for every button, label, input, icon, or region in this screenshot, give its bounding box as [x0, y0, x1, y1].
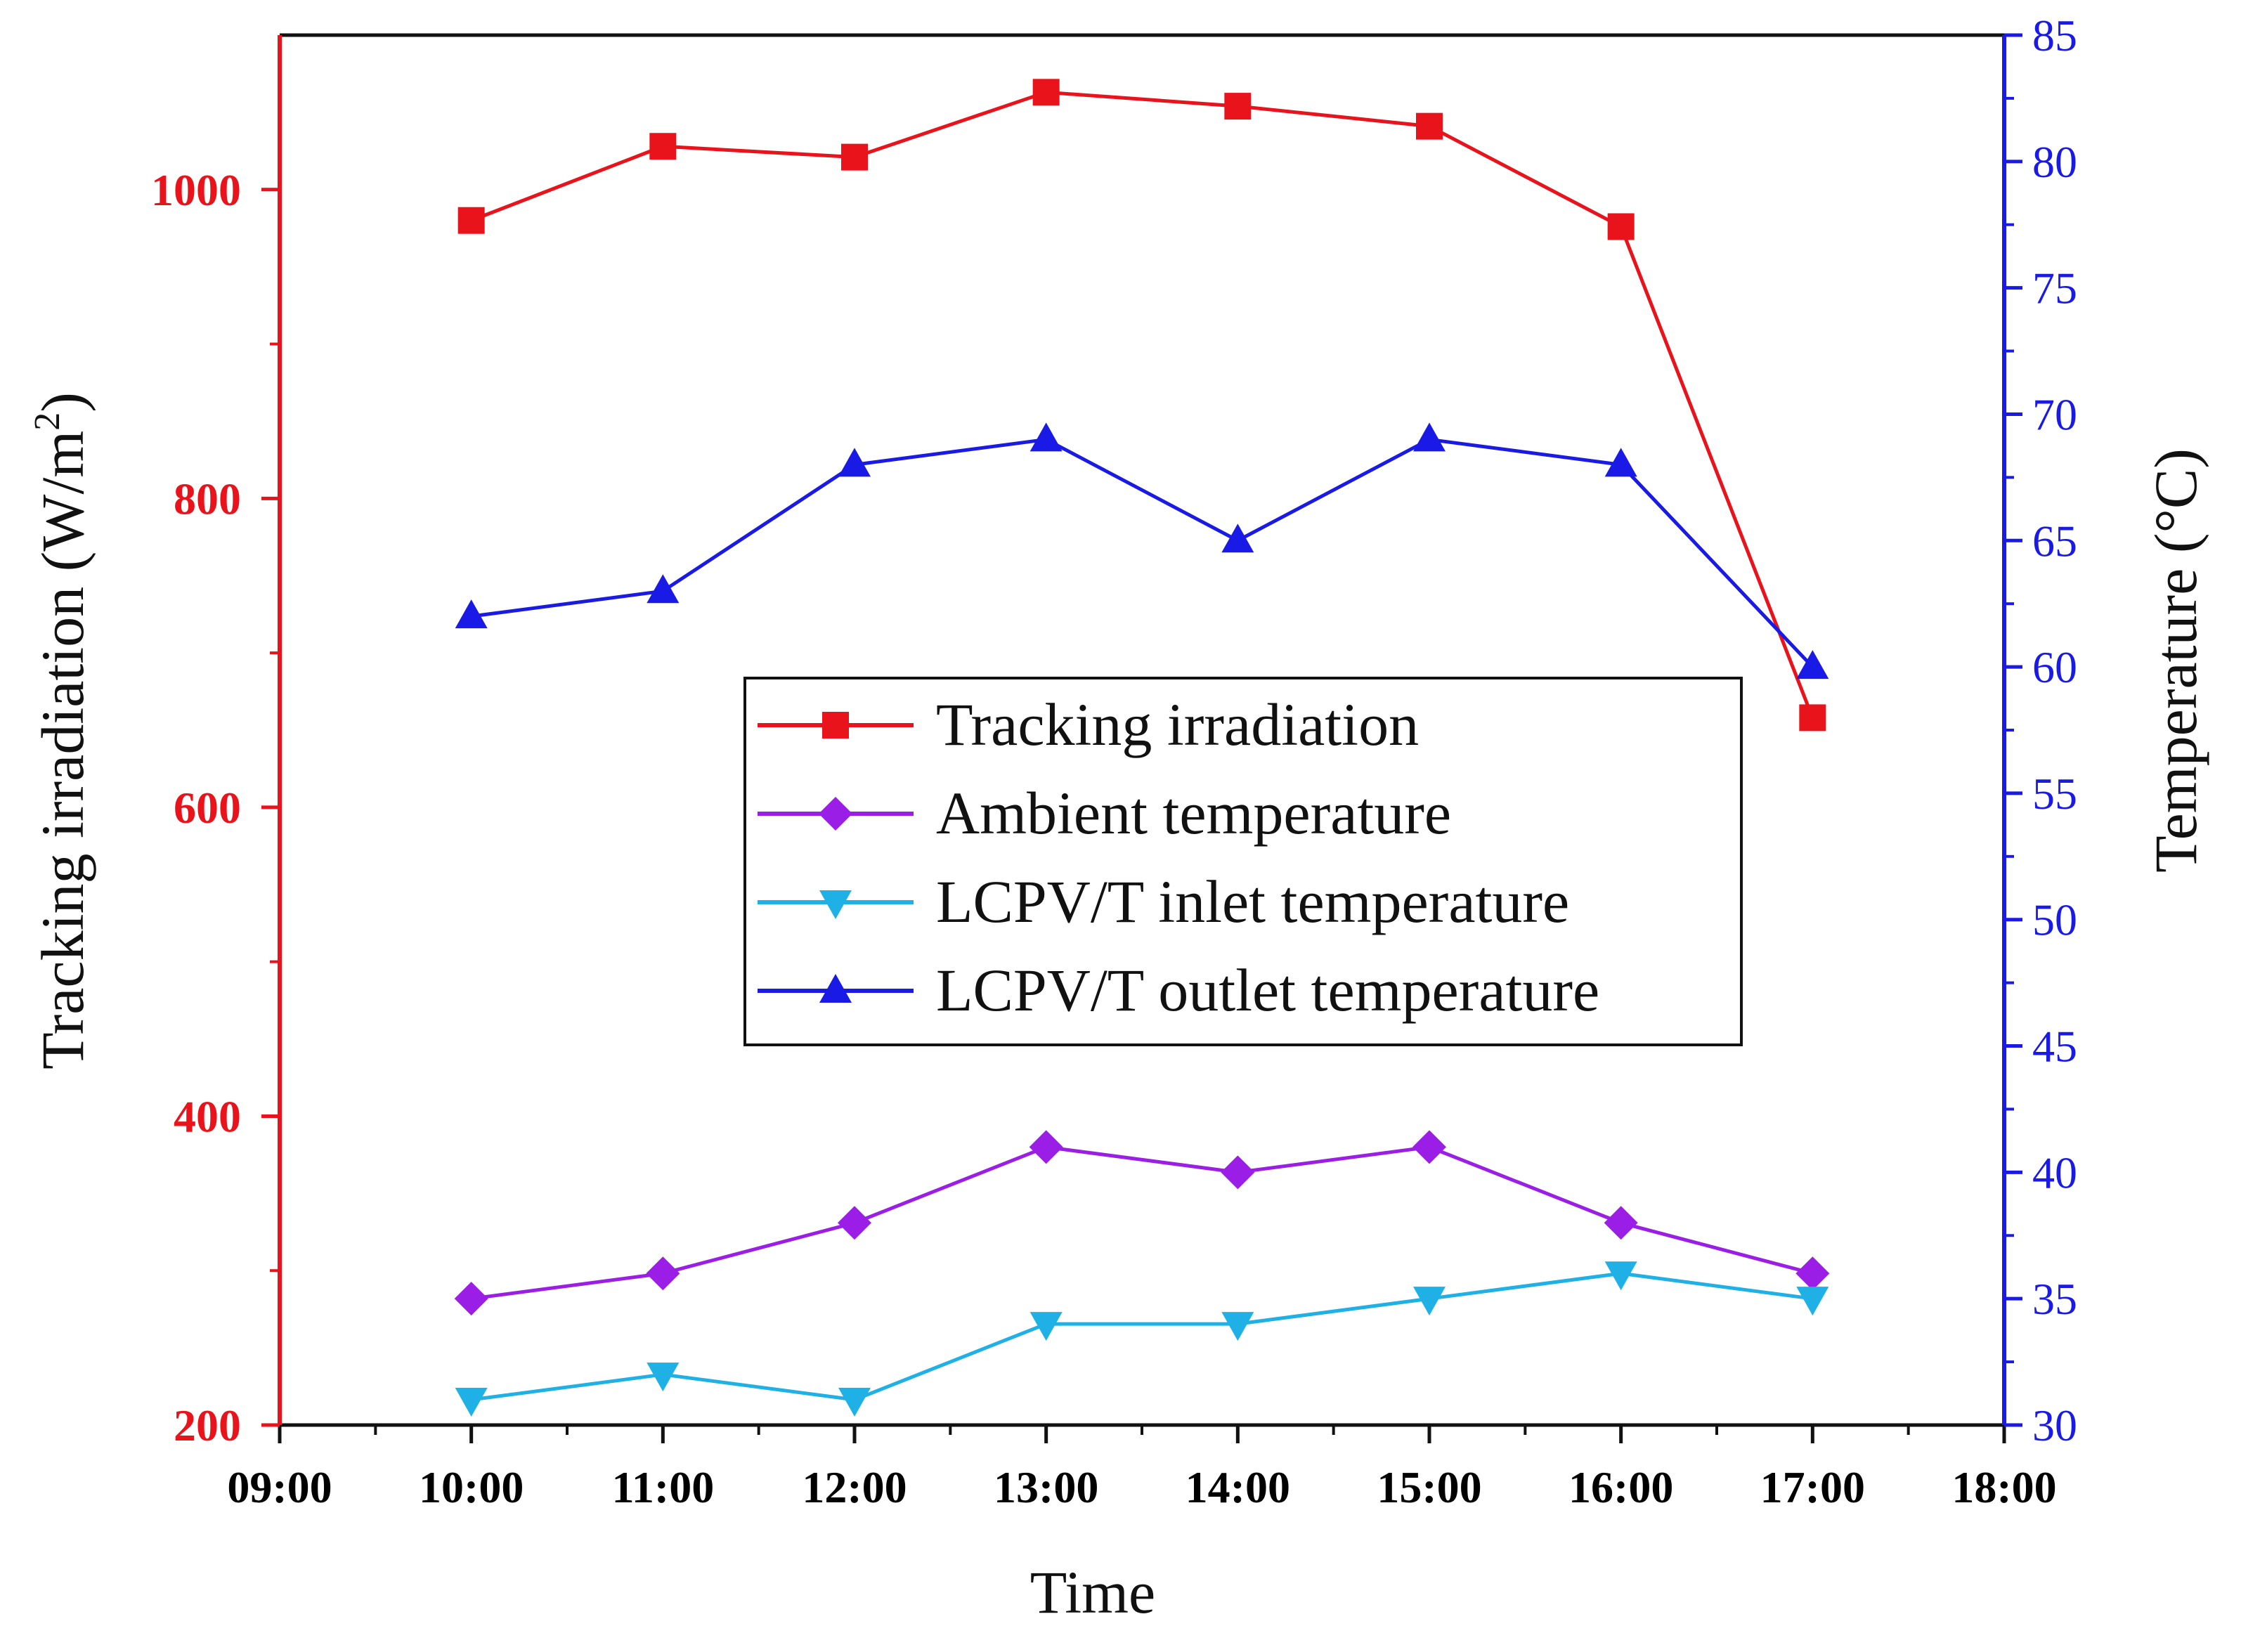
data-point-ambient-temperature: [454, 1282, 488, 1316]
data-point-lcpv-t-outlet-temperature: [1796, 650, 1829, 679]
data-point-lcpv-t-outlet-temperature: [838, 448, 871, 477]
right-y-axis: 30 35 40 45 50 55 60 65 70 75 80 85: [2004, 11, 2077, 1450]
legend-label: LCPV/T inlet temperature: [936, 868, 1569, 935]
data-point-lcpv-t-inlet-temperature: [1796, 1287, 1829, 1316]
series-line-ambient-temperature: [471, 1145, 1813, 1301]
legend: Tracking irradiation Ambient temperature L…: [743, 677, 1743, 1046]
x-axis-title: Time: [1030, 1559, 1155, 1626]
y-left-tick-label: 200: [174, 1400, 241, 1450]
data-point-ambient-temperature: [838, 1206, 871, 1240]
x-tick-label: 11:00: [611, 1462, 714, 1512]
data-point-lcpv-t-inlet-temperature: [838, 1388, 871, 1417]
data-point-lcpv-t-outlet-temperature: [1029, 422, 1063, 452]
left-y-axis-title-base: Tracking irradiation (W/m: [29, 431, 96, 1069]
y-right-tick-label: 40: [2032, 1147, 2077, 1197]
y-right-tick-label: 70: [2032, 389, 2077, 439]
data-point-lcpv-t-outlet-temperature: [455, 599, 488, 629]
data-point-tracking-irradiation: [1224, 93, 1252, 120]
x-axis: 09:00 10:00 11:00 12:00 13:00 14:00 15:00 16:00…: [227, 1425, 2057, 1512]
legend-label: LCPV/T outlet temperature: [936, 956, 1599, 1024]
x-tick-label: 18:00: [1951, 1462, 2056, 1512]
series-line-tracking-irradiation: [470, 90, 1814, 719]
data-point-tracking-irradiation: [1607, 213, 1635, 240]
data-point-tracking-irradiation: [841, 143, 868, 171]
left-y-axis-title-close: ): [29, 392, 96, 412]
legend-swatch-marker: [819, 797, 852, 831]
data-point-lcpv-t-inlet-temperature: [647, 1362, 680, 1392]
legend-swatch-marker: [822, 712, 849, 739]
x-tick-label: 15:00: [1377, 1462, 1481, 1512]
y-right-tick-label: 75: [2032, 264, 2077, 313]
data-point-ambient-temperature: [1412, 1130, 1446, 1164]
data-point-lcpv-t-outlet-temperature: [1221, 523, 1254, 553]
right-y-axis-title: Temperature (°C): [2142, 448, 2209, 873]
y-right-tick-label: 45: [2032, 1022, 2077, 1072]
x-tick-label: 10:00: [419, 1462, 524, 1512]
data-point-ambient-temperature: [1029, 1130, 1063, 1164]
series-layer: [454, 79, 1830, 1417]
legend-swatch-marker: [819, 974, 852, 1003]
data-point-tracking-irradiation: [1416, 112, 1443, 140]
x-tick-label: 09:00: [227, 1462, 332, 1512]
y-right-tick-label: 50: [2032, 895, 2077, 945]
x-tick-label: 12:00: [802, 1462, 907, 1512]
x-tick-label: 13:00: [994, 1462, 1098, 1512]
left-y-axis-title: Tracking irradiation (W/m2): [27, 392, 96, 1069]
y-right-tick-label: 55: [2032, 769, 2077, 819]
data-point-ambient-temperature: [1795, 1256, 1830, 1291]
data-point-lcpv-t-inlet-temperature: [1029, 1312, 1063, 1341]
y-right-tick-label: 30: [2032, 1400, 2077, 1450]
x-tick-label: 16:00: [1568, 1462, 1673, 1512]
y-right-tick-label: 35: [2032, 1274, 2077, 1324]
data-point-lcpv-t-inlet-temperature: [1604, 1261, 1637, 1291]
x-tick-label: 17:00: [1760, 1462, 1865, 1512]
legend-label: Tracking irradiation: [936, 691, 1419, 758]
data-point-tracking-irradiation: [649, 133, 677, 160]
data-point-lcpv-t-outlet-temperature: [1604, 448, 1637, 477]
y-left-tick-label: 800: [174, 474, 241, 523]
data-point-ambient-temperature: [1221, 1155, 1255, 1190]
series-line-lcpv-t-inlet-temperature: [471, 1271, 1813, 1402]
y-left-tick-label: 600: [174, 783, 241, 833]
data-point-lcpv-t-inlet-temperature: [1413, 1287, 1446, 1316]
y-left-tick-label: 400: [174, 1091, 241, 1141]
data-point-lcpv-t-outlet-temperature: [1413, 422, 1446, 452]
data-point-tracking-irradiation: [1032, 79, 1060, 106]
data-point-ambient-temperature: [1604, 1206, 1638, 1240]
left-y-axis: 200 400 600 800 1000: [151, 165, 280, 1450]
data-point-lcpv-t-outlet-temperature: [647, 574, 680, 604]
y-left-tick-label: 1000: [151, 165, 241, 215]
left-y-axis-title-sup: 2: [27, 412, 67, 431]
legend-label: Ambient temperature: [936, 779, 1451, 847]
data-point-lcpv-t-inlet-temperature: [455, 1388, 488, 1417]
y-right-tick-label: 85: [2032, 11, 2077, 60]
data-point-lcpv-t-inlet-temperature: [1221, 1312, 1254, 1341]
y-right-tick-label: 60: [2032, 642, 2077, 692]
data-point-ambient-temperature: [646, 1256, 680, 1291]
data-point-tracking-irradiation: [457, 207, 485, 234]
legend-box: [743, 677, 1743, 1046]
data-point-tracking-irradiation: [1799, 704, 1826, 731]
y-right-tick-label: 65: [2032, 516, 2077, 566]
legend-swatch-marker: [819, 890, 852, 919]
series-line-lcpv-t-outlet-temperature: [471, 437, 1814, 668]
x-tick-label: 14:00: [1186, 1462, 1290, 1512]
y-right-tick-label: 80: [2032, 137, 2077, 187]
